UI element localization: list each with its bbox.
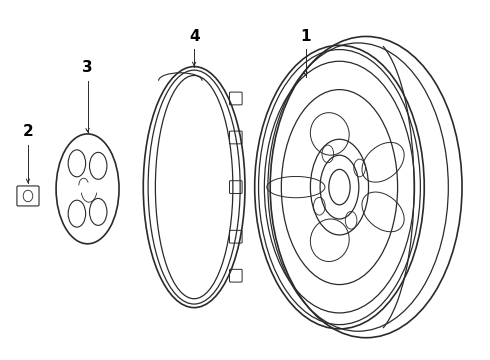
Text: 3: 3	[82, 60, 93, 76]
Text: 1: 1	[300, 28, 311, 44]
Text: 2: 2	[23, 124, 33, 139]
Text: 4: 4	[189, 28, 199, 44]
